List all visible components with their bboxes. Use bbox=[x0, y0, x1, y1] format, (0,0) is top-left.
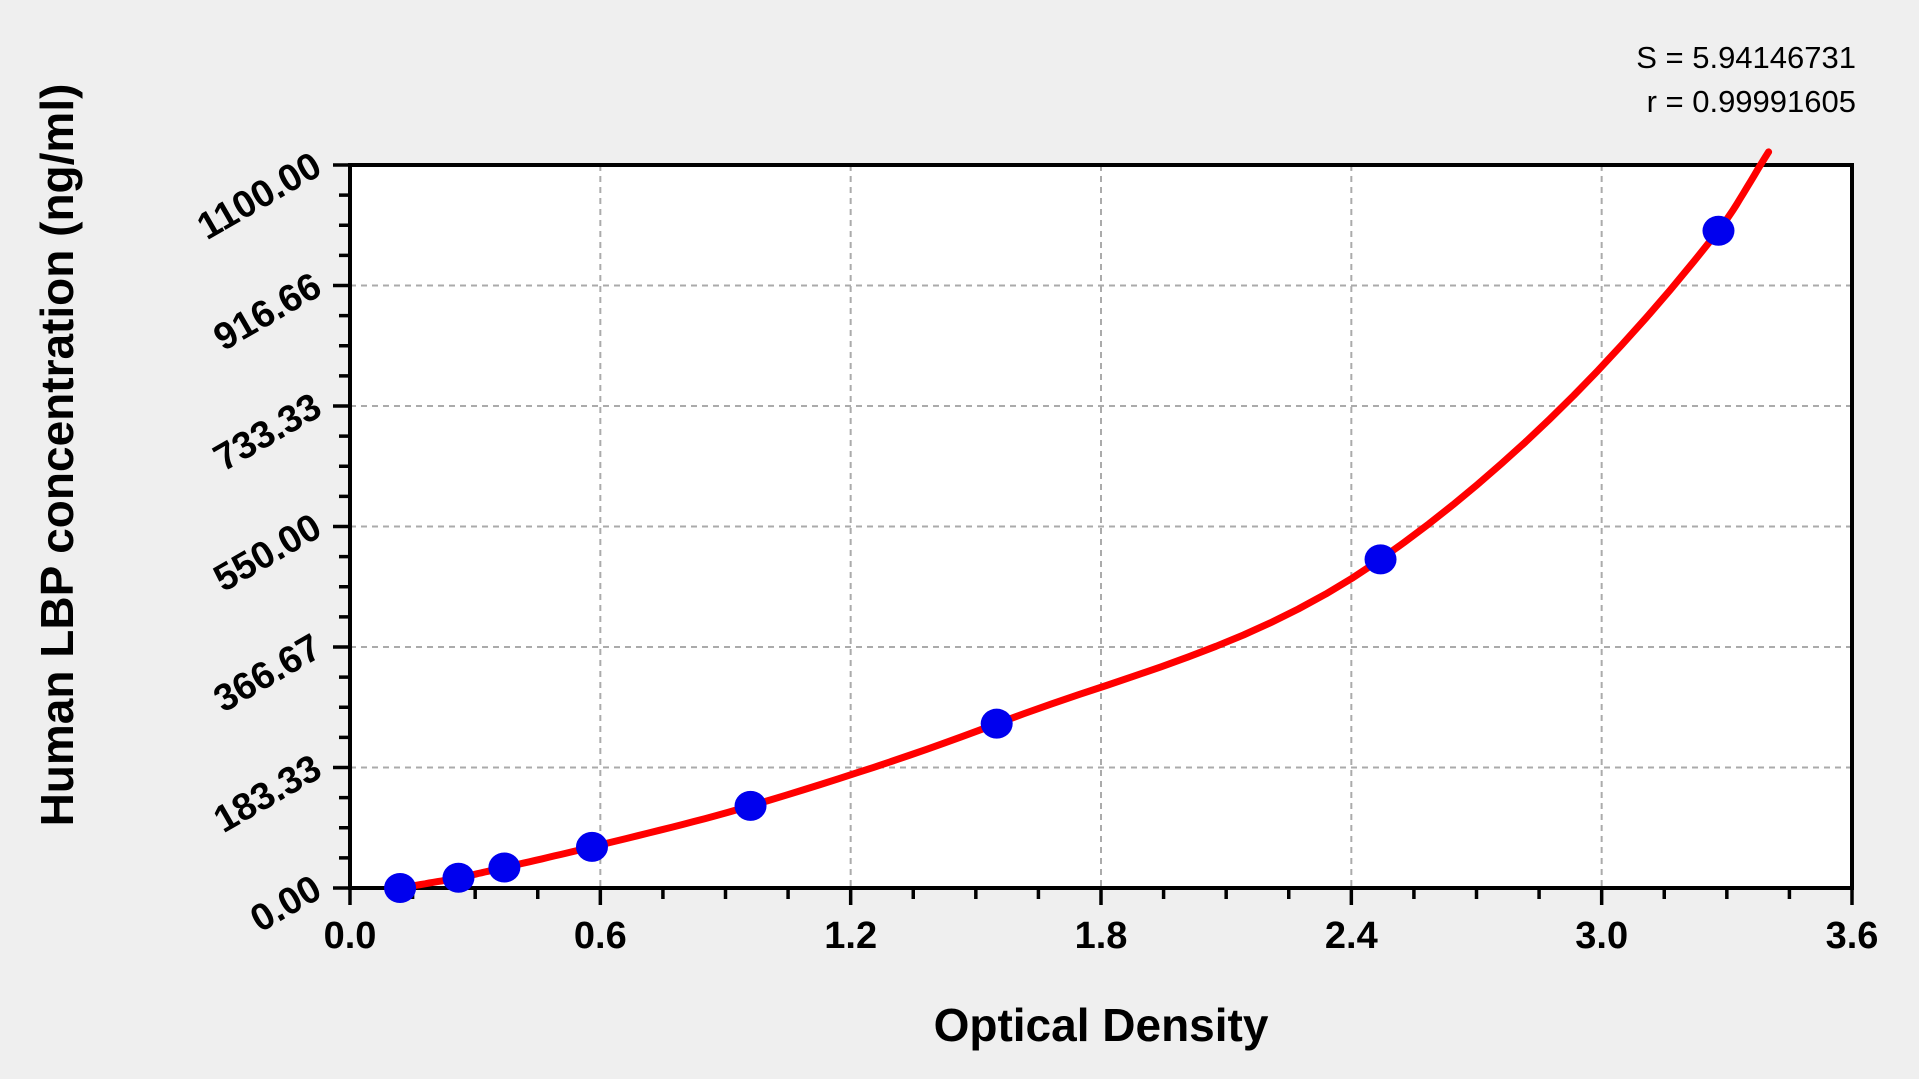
y-tick-label: 550.00 bbox=[207, 506, 329, 600]
x-axis-title: Optical Density bbox=[933, 999, 1269, 1051]
x-tick-label: 3.6 bbox=[1826, 915, 1879, 957]
data-point bbox=[1364, 544, 1397, 575]
x-tick-label: 3.0 bbox=[1575, 915, 1628, 957]
x-tick-label: 2.4 bbox=[1325, 915, 1378, 957]
r-value-label: r = 0.99991605 bbox=[1646, 84, 1856, 119]
data-point bbox=[1702, 215, 1735, 246]
x-tick-label: 0.0 bbox=[324, 915, 377, 957]
data-point bbox=[734, 790, 767, 821]
y-tick-label: 916.66 bbox=[207, 265, 329, 359]
fit-statistics: S = 5.94146731 r = 0.99991605 bbox=[1636, 36, 1856, 124]
data-point bbox=[488, 852, 521, 883]
data-point bbox=[442, 862, 475, 893]
s-value-label: S = 5.94146731 bbox=[1636, 40, 1856, 75]
x-tick-label: 1.2 bbox=[824, 915, 877, 957]
y-tick-label: 1100.00 bbox=[190, 144, 328, 248]
y-tick-label: 366.67 bbox=[207, 626, 329, 720]
y-axis-title: Human LBP concentration (ng/ml) bbox=[31, 83, 83, 827]
x-tick-label: 0.6 bbox=[574, 915, 627, 957]
data-point bbox=[384, 873, 417, 903]
y-tick-label: 733.33 bbox=[207, 385, 329, 479]
data-point bbox=[980, 708, 1013, 739]
x-tick-label: 1.8 bbox=[1075, 915, 1128, 957]
y-tick-label: 0.00 bbox=[243, 867, 328, 940]
y-tick-label: 183.33 bbox=[207, 747, 329, 841]
data-point bbox=[575, 831, 608, 862]
